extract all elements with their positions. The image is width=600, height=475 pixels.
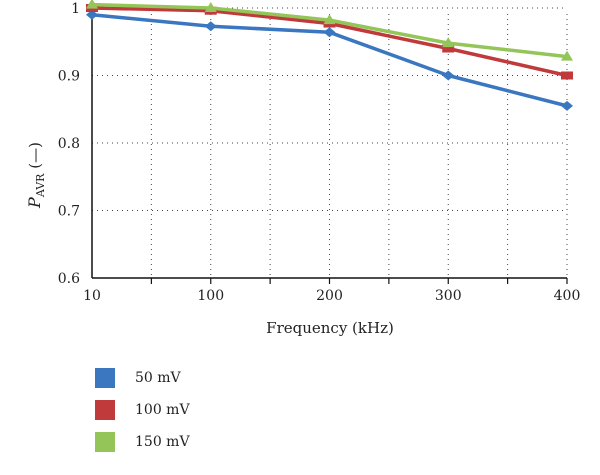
legend-label: 50 mV — [135, 370, 181, 386]
legend-swatch — [95, 368, 115, 388]
y-axis-title-main: P — [25, 197, 44, 209]
series-point-2 — [86, 0, 98, 9]
y-axis-title: PAVR (—) — [25, 142, 47, 209]
series-point-0 — [323, 27, 336, 38]
x-tick-label: 400 — [554, 288, 581, 304]
series-point-0 — [86, 9, 98, 20]
legend-item: 150 mV — [95, 426, 190, 458]
y-tick-label: 0.6 — [58, 271, 80, 287]
series-point-0 — [204, 21, 217, 32]
y-axis-title-unit: (—) — [26, 142, 44, 173]
y-tick-label: 0.8 — [58, 136, 80, 152]
legend-item: 50 mV — [95, 362, 190, 394]
series-point-2 — [561, 50, 573, 61]
x-tick-labels: 10 100 200 300 400 — [83, 288, 580, 304]
series-point-0 — [561, 100, 573, 111]
chart-svg: 10 100 200 300 400 0.6 0.7 0.8 0.9 1 Frequency (… — [25, 0, 580, 337]
y-tick-label: 0.9 — [58, 69, 80, 85]
legend-swatch — [95, 400, 115, 420]
x-tick-label: 100 — [197, 288, 224, 304]
x-tick-label: 200 — [316, 288, 343, 304]
legend-item: 100 mV — [95, 394, 190, 426]
x-tick-label: 300 — [435, 288, 462, 304]
legend-swatch — [95, 432, 115, 452]
legend-label: 150 mV — [135, 434, 190, 450]
series-point-1 — [561, 71, 573, 80]
series-point-2 — [323, 14, 336, 25]
y-tick-label: 0.7 — [58, 204, 80, 220]
x-axis-title: Frequency (kHz) — [266, 319, 394, 337]
series-layer — [86, 0, 573, 111]
series-point-2 — [442, 37, 455, 48]
y-tick-label: 1 — [71, 1, 80, 17]
y-axis-title-sub: AVR — [34, 173, 47, 198]
legend-label: 100 mV — [135, 402, 190, 418]
series-point-1 — [442, 44, 455, 53]
grid — [92, 7, 568, 284]
series-point-0 — [442, 70, 455, 81]
series-point-2 — [204, 2, 217, 12]
y-tick-labels: 0.6 0.7 0.8 0.9 1 — [58, 1, 80, 287]
x-tick-label: 10 — [83, 288, 101, 304]
legend: 50 mV 100 mV 150 mV — [95, 362, 190, 458]
